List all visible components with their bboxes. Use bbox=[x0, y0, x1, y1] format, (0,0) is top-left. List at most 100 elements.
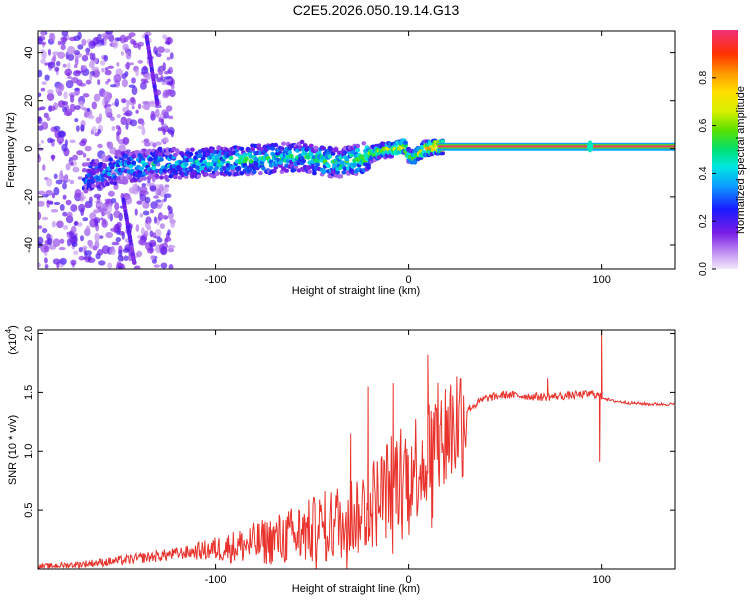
noise-speckle bbox=[51, 141, 55, 147]
noise-speckle bbox=[120, 51, 125, 56]
noise-speckle bbox=[114, 202, 120, 211]
ridge-cell bbox=[279, 146, 285, 151]
noise-speckle bbox=[154, 73, 159, 79]
noise-speckle bbox=[166, 105, 173, 112]
ridge-cell bbox=[335, 170, 340, 175]
noise-speckle bbox=[55, 60, 61, 67]
noise-speckle bbox=[165, 186, 169, 193]
noise-speckle bbox=[164, 237, 169, 244]
ridge-cell bbox=[163, 174, 169, 180]
noise-speckle bbox=[107, 262, 113, 269]
noise-speckle bbox=[60, 44, 66, 51]
noise-speckle bbox=[128, 84, 136, 88]
noise-speckle bbox=[142, 80, 149, 84]
noise-speckle bbox=[89, 52, 94, 61]
streak-speckle bbox=[150, 70, 155, 76]
noise-speckle bbox=[47, 237, 53, 246]
noise-speckle bbox=[59, 257, 67, 265]
y-tick-label: 40 bbox=[23, 47, 35, 59]
noise-speckle bbox=[113, 210, 121, 219]
ridge-cell bbox=[251, 169, 257, 175]
noise-speckle bbox=[149, 230, 154, 238]
noise-speckle bbox=[74, 105, 81, 111]
noise-speckle bbox=[57, 100, 66, 108]
noise-speckle bbox=[64, 68, 72, 77]
noise-speckle bbox=[162, 128, 166, 136]
noise-speckle bbox=[38, 211, 42, 221]
noise-speckle bbox=[167, 229, 171, 236]
noise-speckle bbox=[118, 249, 123, 257]
noise-speckle bbox=[62, 182, 67, 190]
ridge-cell bbox=[287, 150, 293, 155]
ridge-cell bbox=[81, 168, 87, 173]
noise-speckle bbox=[139, 185, 148, 194]
noise-speckle bbox=[116, 113, 121, 119]
streak-speckle bbox=[145, 40, 150, 46]
noise-speckle bbox=[74, 189, 82, 198]
noise-speckle bbox=[107, 190, 115, 197]
streak-speckle bbox=[124, 212, 129, 218]
noise-speckle bbox=[104, 103, 112, 108]
noise-speckle bbox=[160, 246, 168, 256]
noise-speckle bbox=[52, 238, 61, 247]
ridge-cell bbox=[227, 171, 232, 176]
noise-speckle bbox=[154, 141, 162, 146]
noise-speckle bbox=[141, 104, 148, 110]
noise-speckle bbox=[167, 115, 174, 120]
ridge-cell bbox=[299, 139, 305, 145]
noise-speckle bbox=[163, 136, 169, 143]
ridge-cell bbox=[352, 162, 357, 168]
ridge-cell bbox=[341, 170, 347, 175]
noise-speckle bbox=[78, 203, 86, 213]
noise-speckle bbox=[131, 86, 138, 96]
noise-speckle bbox=[72, 166, 80, 173]
ridge-cell bbox=[94, 159, 100, 164]
noise-speckle bbox=[108, 34, 115, 43]
noise-speckle bbox=[97, 249, 104, 256]
noise-speckle bbox=[49, 32, 56, 42]
noise-speckle bbox=[71, 77, 79, 84]
noise-speckle bbox=[40, 87, 46, 92]
streak-speckle bbox=[155, 100, 160, 106]
noise-speckle bbox=[121, 73, 127, 80]
noise-speckle bbox=[141, 127, 146, 136]
noise-speckle bbox=[149, 246, 154, 254]
noise-speckle bbox=[70, 204, 78, 212]
colorbar-tick-label: 0.4 bbox=[698, 166, 709, 180]
spectrogram-frame bbox=[37, 30, 676, 270]
noise-speckle bbox=[97, 143, 103, 149]
streak-speckle bbox=[131, 255, 136, 260]
x-tick-label: 0 bbox=[406, 574, 412, 586]
noise-speckle bbox=[107, 65, 114, 69]
noise-speckle bbox=[38, 107, 43, 111]
noise-speckle bbox=[66, 211, 73, 221]
ridge-cell bbox=[173, 174, 178, 180]
noise-speckle bbox=[167, 205, 171, 211]
noise-speckle bbox=[44, 74, 50, 81]
noise-speckle bbox=[131, 77, 136, 84]
noise-speckle bbox=[123, 112, 130, 116]
noise-speckle bbox=[143, 138, 150, 143]
y-tick-label: 0 bbox=[23, 146, 35, 152]
noise-speckle bbox=[156, 77, 163, 83]
noise-speckle bbox=[164, 41, 171, 45]
noise-speckle bbox=[147, 222, 151, 230]
noise-speckle bbox=[85, 225, 91, 235]
noise-speckle bbox=[56, 220, 64, 229]
streak-speckle bbox=[149, 62, 154, 68]
ridge-cell bbox=[225, 166, 231, 172]
noise-speckle bbox=[93, 209, 99, 214]
noise-speckle bbox=[121, 264, 126, 269]
noise-speckle bbox=[102, 218, 107, 225]
ridge-cell bbox=[284, 168, 289, 173]
noise-speckle bbox=[159, 223, 166, 230]
noise-speckle bbox=[142, 210, 150, 216]
ridge-cell bbox=[273, 142, 279, 148]
noise-speckle bbox=[54, 66, 60, 72]
noise-speckle bbox=[104, 198, 113, 202]
noise-speckle bbox=[161, 109, 169, 116]
streak-speckle bbox=[148, 58, 153, 64]
noise-speckle bbox=[74, 56, 79, 66]
snr-y-axis-label: SNR (10 * v/v) bbox=[7, 415, 19, 485]
noise-speckle bbox=[164, 48, 171, 53]
